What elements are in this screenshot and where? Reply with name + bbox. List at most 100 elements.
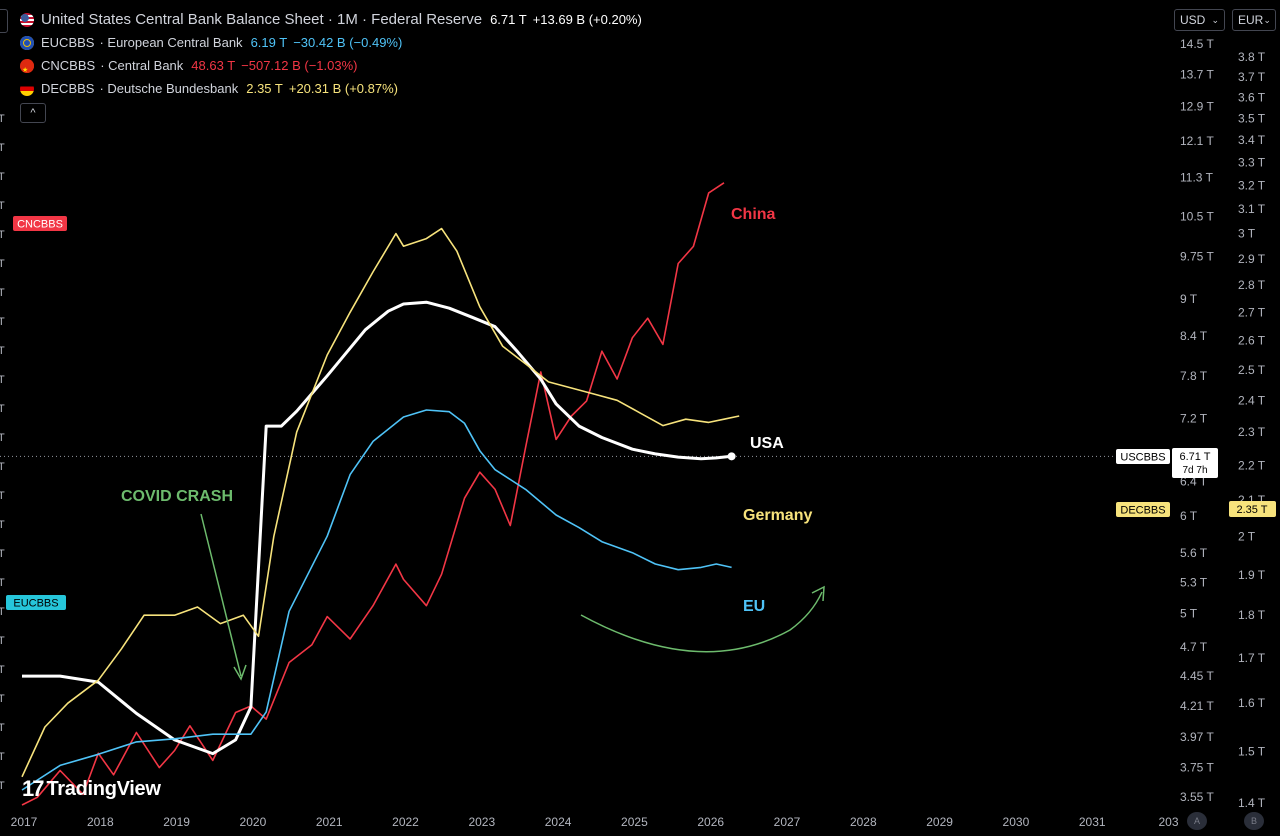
legend-main-title: United States Central Bank Balance Sheet… <box>41 11 483 28</box>
eur-y-tick-label: 3.6 T <box>1238 90 1266 104</box>
eur-y-tick-label: 1.9 T <box>1238 568 1266 582</box>
left-y-tick-label: T <box>0 403 5 415</box>
legend-name: · Central Bank <box>100 58 184 73</box>
left-y-tick-label: T <box>0 229 5 241</box>
currency-usd-select[interactable]: USD ⌄ <box>1174 9 1225 31</box>
left-y-tick-label: T <box>0 693 5 705</box>
eur-y-tick-label: 2.7 T <box>1238 305 1266 319</box>
usd-y-tick-label: 7.8 T <box>1180 369 1208 383</box>
left-y-tick-label: T <box>0 664 5 676</box>
usd-y-tick-label: 5.3 T <box>1180 576 1208 590</box>
legend-change: +20.31 B (+0.87%) <box>288 81 398 96</box>
left-y-tick-label: T <box>0 519 5 531</box>
scale-b-label: B <box>1250 816 1257 826</box>
usd-y-tick-label: 11.3 T <box>1180 170 1214 184</box>
left-y-tick-label: T <box>0 490 5 502</box>
eur-y-tick-label: 3.2 T <box>1238 178 1266 192</box>
legend-row-germany[interactable]: DECBBS · Deutsche Bundesbank 2.35 T +20.… <box>20 77 642 100</box>
eur-y-tick-label: 3.7 T <box>1238 70 1266 84</box>
legend-value: 6.19 T <box>250 35 288 50</box>
eur-y-tick-label: 2.4 T <box>1238 393 1266 407</box>
legend-name: · European Central Bank <box>99 35 243 50</box>
x-tick-label: 2024 <box>545 815 572 829</box>
left-y-tick-label: T <box>0 635 5 647</box>
eur-y-tick-label: 1.8 T <box>1238 608 1266 622</box>
annotation-covid-crash: COVID CRASH <box>121 488 233 505</box>
eur-y-tick-label: 2.5 T <box>1238 363 1266 377</box>
usd-y-tick-label: 7.2 T <box>1180 412 1208 426</box>
usa-countdown-tag: 7d 7h <box>1182 465 1207 476</box>
legend-change: −507.12 B (−1.03%) <box>241 58 358 73</box>
usd-y-tick-label: 10.5 T <box>1180 210 1214 224</box>
eur-y-tick-label: 3.5 T <box>1238 111 1266 125</box>
tradingview-logo-icon: 17 <box>22 776 45 801</box>
eur-y-tick-label: 3.4 T <box>1238 133 1266 147</box>
x-tick-label: 2021 <box>316 815 343 829</box>
x-tick-label: 2017 <box>11 815 38 829</box>
eur-y-tick-label: 2.6 T <box>1238 334 1266 348</box>
left-y-tick-label: T <box>0 113 5 125</box>
auto-scale-button[interactable]: A <box>1187 812 1207 830</box>
eur-y-tick-label: 3.1 T <box>1238 202 1266 216</box>
usd-y-tick-label: 12.9 T <box>1180 100 1214 114</box>
scale-tag-decbbs-bg <box>1116 502 1170 517</box>
left-y-tick-label: T <box>0 432 5 444</box>
chevron-down-icon: ⌄ <box>1263 14 1271 25</box>
currency-usd-label: USD <box>1180 13 1206 27</box>
usa-price-tag-bg <box>1172 448 1218 478</box>
legend-main-row[interactable]: United States Central Bank Balance Sheet… <box>20 8 642 31</box>
germany-flag-icon <box>20 81 34 96</box>
usd-y-tick-label: 3.97 T <box>1180 730 1214 744</box>
scale-b-button[interactable]: B <box>1244 812 1264 830</box>
left-y-tick-label: T <box>0 461 5 473</box>
x-tick-label: 2030 <box>1003 815 1030 829</box>
eur-y-tick-label: 2.8 T <box>1238 278 1266 292</box>
annotation-usa: USA <box>750 435 784 452</box>
scale-tag-uscbbs: USCBBS <box>1120 452 1165 464</box>
usd-y-tick-label: 13.7 T <box>1180 67 1214 81</box>
watermark-text: TradingView <box>46 777 161 800</box>
scale-tag-cncbbs-bg <box>13 216 67 231</box>
eur-y-tick-label: 2.9 T <box>1238 252 1266 266</box>
legend-symbol: DECBBS <box>41 81 95 96</box>
germany-price-tag-bg <box>1229 501 1276 517</box>
scale-tag-cncbbs: CNCBBS <box>17 219 63 231</box>
tradingview-watermark: 17 TradingView <box>22 776 161 802</box>
currency-eur-label: EUR <box>1238 13 1264 27</box>
eur-y-tick-label: 2.3 T <box>1238 425 1266 439</box>
usa-flag-icon <box>20 12 34 27</box>
series-line-china <box>21 182 725 806</box>
scale-tag-uscbbs-bg <box>1116 449 1170 464</box>
usd-y-tick-label: 5 T <box>1180 607 1198 621</box>
x-tick-label: 2019 <box>163 815 190 829</box>
legend-row-eu[interactable]: EUCBBS · European Central Bank 6.19 T −3… <box>20 31 642 54</box>
left-y-tick-label: T <box>0 577 5 589</box>
usd-y-tick-label: 9.75 T <box>1180 249 1214 263</box>
left-y-tick-label: T <box>0 287 5 299</box>
currency-eur-select[interactable]: EUR ⌄ <box>1232 9 1276 31</box>
eur-y-tick-label: 2 T <box>1238 530 1256 544</box>
legend-collapse-button[interactable]: ^ <box>20 103 46 123</box>
x-tick-label: 2031 <box>1079 815 1106 829</box>
eur-y-tick-label: 2.2 T <box>1238 458 1266 472</box>
x-tick-label: 2018 <box>87 815 114 829</box>
legend-row-china[interactable]: CNCBBS · Central Bank 48.63 T −507.12 B … <box>20 54 642 82</box>
covid-arrow-head-icon <box>233 664 247 681</box>
annotation-eu: EU <box>743 598 765 615</box>
annotation-china: China <box>731 206 776 223</box>
auto-scale-label: A <box>1193 816 1200 826</box>
left-y-tick-label: T <box>0 258 5 270</box>
left-panel-toggle[interactable] <box>0 9 8 33</box>
x-tick-label: 2025 <box>621 815 648 829</box>
usd-y-tick-label: 4.45 T <box>1180 669 1214 683</box>
usd-y-tick-label: 9 T <box>1180 292 1198 306</box>
left-y-tick-label: T <box>0 751 5 763</box>
usd-y-tick-label: 3.75 T <box>1180 761 1214 775</box>
usd-y-tick-label: 14.5 T <box>1180 37 1214 51</box>
series-line-germany <box>21 227 740 778</box>
scale-tag-eucbbs-bg <box>6 595 66 610</box>
left-y-tick-label: T <box>0 142 5 154</box>
eur-y-tick-label: 1.5 T <box>1238 744 1266 758</box>
usd-y-tick-label: 5.6 T <box>1180 546 1208 560</box>
